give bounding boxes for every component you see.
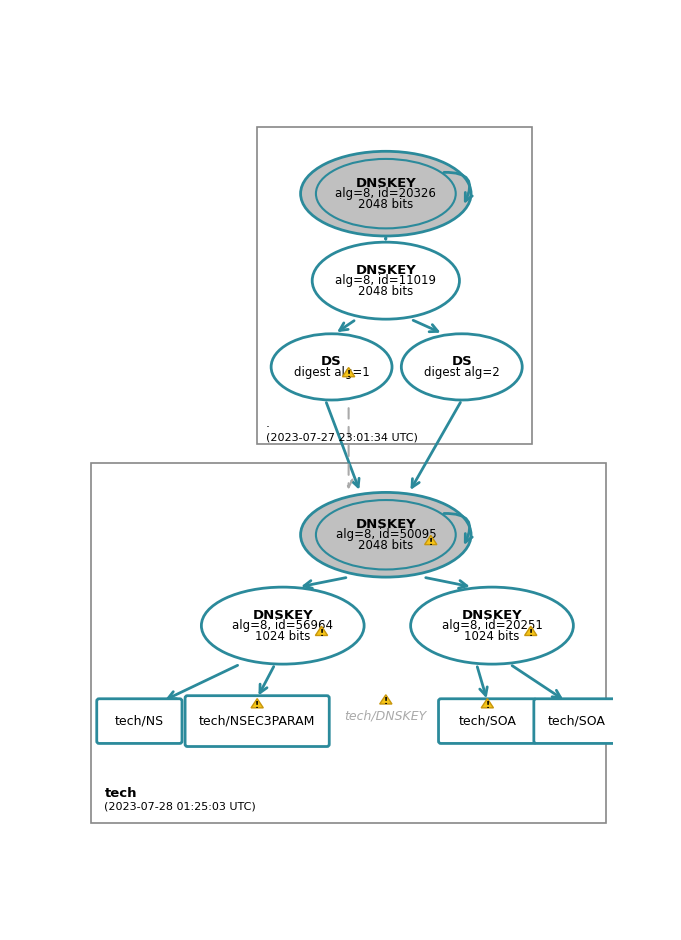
Text: alg=8, id=56964: alg=8, id=56964	[232, 619, 333, 632]
Text: tech: tech	[104, 787, 137, 800]
Ellipse shape	[300, 151, 471, 236]
Text: 1024 bits: 1024 bits	[255, 630, 311, 643]
Text: tech/NSEC3PARAM: tech/NSEC3PARAM	[199, 714, 315, 728]
Text: tech/SOA: tech/SOA	[548, 714, 605, 728]
Text: .: .	[266, 417, 270, 430]
Text: DNSKEY: DNSKEY	[355, 518, 416, 531]
Text: tech/SOA: tech/SOA	[458, 714, 516, 728]
FancyBboxPatch shape	[185, 696, 329, 746]
Text: (2023-07-27 23:01:34 UTC): (2023-07-27 23:01:34 UTC)	[266, 432, 417, 443]
Ellipse shape	[202, 588, 364, 665]
Polygon shape	[524, 626, 537, 635]
Text: DNSKEY: DNSKEY	[355, 264, 416, 276]
Polygon shape	[380, 695, 392, 704]
Polygon shape	[425, 536, 437, 544]
FancyBboxPatch shape	[439, 698, 536, 744]
Text: DNSKEY: DNSKEY	[462, 609, 522, 621]
Text: !: !	[255, 701, 259, 710]
Text: alg=8, id=20326: alg=8, id=20326	[335, 187, 437, 200]
Text: alg=8, id=11019: alg=8, id=11019	[335, 274, 437, 287]
FancyBboxPatch shape	[97, 698, 182, 744]
Ellipse shape	[271, 334, 392, 400]
Text: tech/NS: tech/NS	[115, 714, 164, 728]
Ellipse shape	[411, 588, 573, 665]
Text: alg=8, id=20251: alg=8, id=20251	[441, 619, 543, 632]
Text: !: !	[486, 701, 490, 710]
Text: !: !	[347, 370, 351, 379]
Ellipse shape	[312, 243, 460, 320]
Text: 2048 bits: 2048 bits	[358, 539, 413, 552]
Text: !: !	[429, 538, 433, 547]
Text: 2048 bits: 2048 bits	[358, 197, 413, 211]
Ellipse shape	[300, 493, 471, 577]
Text: digest alg=2: digest alg=2	[424, 366, 500, 379]
Text: DNSKEY: DNSKEY	[355, 177, 416, 190]
FancyBboxPatch shape	[257, 127, 533, 444]
Text: digest alg=1: digest alg=1	[294, 366, 370, 379]
Text: !: !	[528, 629, 533, 637]
FancyBboxPatch shape	[534, 698, 619, 744]
Polygon shape	[481, 698, 494, 708]
Text: 2048 bits: 2048 bits	[358, 285, 413, 298]
Polygon shape	[251, 698, 264, 708]
Polygon shape	[315, 626, 328, 635]
Text: !: !	[384, 697, 388, 706]
Ellipse shape	[401, 334, 522, 400]
Polygon shape	[343, 368, 355, 377]
Text: (2023-07-28 01:25:03 UTC): (2023-07-28 01:25:03 UTC)	[104, 802, 256, 812]
Text: DNSKEY: DNSKEY	[253, 609, 313, 621]
Text: alg=8, id=50095: alg=8, id=50095	[336, 528, 436, 541]
Text: tech/DNSKEY: tech/DNSKEY	[345, 709, 427, 722]
Text: 1024 bits: 1024 bits	[464, 630, 520, 643]
Text: DS: DS	[321, 355, 342, 368]
Text: !: !	[319, 629, 323, 637]
FancyBboxPatch shape	[91, 463, 606, 822]
Text: DS: DS	[452, 355, 472, 368]
